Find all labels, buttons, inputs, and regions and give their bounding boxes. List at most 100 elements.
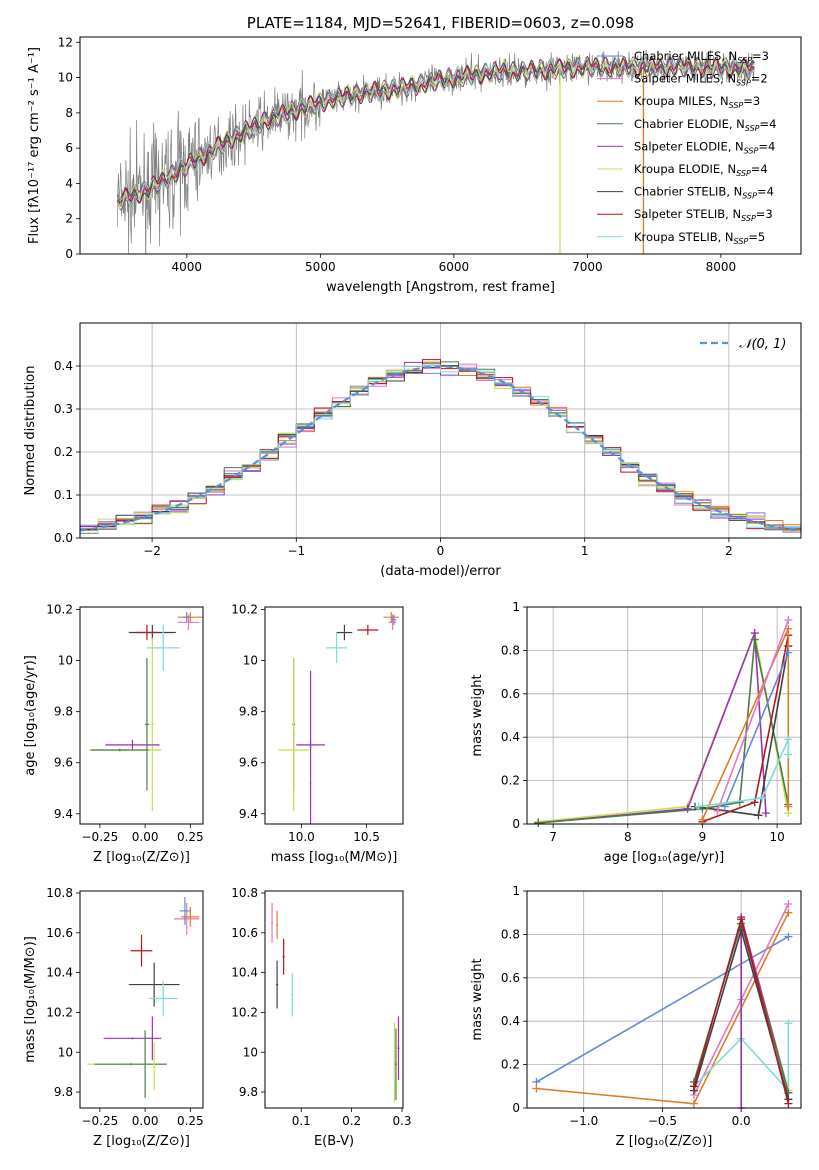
y-tick-label: 1 <box>512 884 520 898</box>
y-axis-label: mass [log₁₀(M/M⊙)] <box>23 936 38 1063</box>
mass-weight-point <box>758 793 767 802</box>
y-axis-label: age [log₁₀(age/yr)] <box>23 655 38 776</box>
y-tick-label: 9.4 <box>54 807 73 821</box>
mass-weight-point <box>784 908 793 917</box>
y-tick-label: 0.4 <box>54 359 73 373</box>
x-tick-label: 6000 <box>439 260 470 274</box>
spectrum-panel: PLATE=1184, MJD=52641, FIBERID=0603, z=0… <box>27 14 802 295</box>
y-tick-label: 0.4 <box>501 730 520 744</box>
y-tick-label: 0 <box>512 817 520 831</box>
x-tick-label: 10 <box>769 830 784 844</box>
mass-weight-series-line <box>702 635 790 823</box>
x-tick-label: 0.1 <box>292 1114 311 1128</box>
mass-weight-point <box>784 616 793 625</box>
x-tick-label: 0.00 <box>132 1114 159 1128</box>
legend-label: Kroupa MILES, NSSP=3 <box>634 94 760 110</box>
x-axis-label: Z [log₁₀(Z/Z⊙)] <box>93 1134 190 1149</box>
x-axis-label: Z [log₁₀(Z/Z⊙)] <box>93 850 190 865</box>
legend-label: Chabrier MILES, NSSP=3 <box>634 49 769 65</box>
plot-frame <box>264 890 404 1109</box>
x-tick-label: −1.0 <box>569 1114 598 1128</box>
y-tick-label: 10.8 <box>231 886 258 900</box>
y-tick-label: 0.2 <box>501 1058 520 1072</box>
x-tick-label: 1 <box>581 544 589 558</box>
x-tick-label: 10.5 <box>353 830 380 844</box>
mass-weight-point <box>784 648 793 657</box>
chart-title: PLATE=1184, MJD=52641, FIBERID=0603, z=0… <box>247 14 634 32</box>
y-tick-label: 9.6 <box>54 756 73 770</box>
legend-label: Chabrier ELODIE, NSSP=4 <box>634 117 776 133</box>
y-tick-label: 0.2 <box>54 445 73 459</box>
mass-weight-point <box>784 1099 793 1108</box>
mass-weight-point <box>532 1084 541 1093</box>
y-tick-label: 10 <box>243 654 258 668</box>
y-tick-label: 0 <box>512 1101 520 1115</box>
y-tick-label: 8 <box>65 106 73 120</box>
x-axis-label: Z [log₁₀(Z/Z⊙)] <box>616 1134 713 1149</box>
mass-weight-point <box>683 804 692 813</box>
mass-weight-point <box>761 809 770 818</box>
x-tick-label: 9 <box>699 830 707 844</box>
plot-frame <box>79 36 802 255</box>
x-tick-label: −2 <box>143 544 161 558</box>
mass-weight-point <box>750 635 759 644</box>
x-tick-label: 0.0 <box>732 1114 751 1128</box>
y-tick-label: 10 <box>58 71 73 85</box>
mass-weight-series-line <box>716 619 790 812</box>
mass-weight-point <box>720 802 729 811</box>
y-tick-label: 0.6 <box>501 687 520 701</box>
x-tick-label: −0.5 <box>648 1114 677 1128</box>
y-tick-label: 4 <box>65 176 73 190</box>
y-tick-label: 10 <box>58 1045 73 1059</box>
legend-label: Salpeter STELIB, NSSP=3 <box>634 207 773 223</box>
x-tick-label: 5000 <box>305 260 336 274</box>
mass-weight-point <box>784 735 793 744</box>
y-tick-label: 10 <box>58 654 73 668</box>
mass-weight-point <box>698 815 707 824</box>
plot-frame <box>526 606 802 825</box>
y-axis-label: Normed distribution <box>23 366 38 496</box>
mass-weight-point <box>713 806 722 815</box>
x-tick-label: 7 <box>549 830 557 844</box>
y-tick-label: 0.4 <box>501 1014 520 1028</box>
legend-label: Salpeter MILES, NSSP=2 <box>634 72 768 88</box>
plot-frame <box>526 890 802 1109</box>
mass-weight-point <box>784 932 793 941</box>
x-tick-label: 8 <box>624 830 632 844</box>
y-tick-label: 0.3 <box>54 402 73 416</box>
y-tick-label: 10.6 <box>231 926 258 940</box>
plot-frame <box>79 322 802 539</box>
y-tick-label: 10.2 <box>231 603 258 617</box>
y-tick-label: 12 <box>58 35 73 49</box>
y-tick-label: 0.2 <box>501 774 520 788</box>
x-axis-label: E(B-V) <box>314 1134 354 1149</box>
mass-vs-ebv-panel: 0.1 0.2 0.3 9.8 10 10.2 10.4 10.6 10.8 E(B-V) <box>231 886 411 1149</box>
x-tick-label: 0.25 <box>177 1114 204 1128</box>
mass-weight-series-line <box>693 1023 790 1093</box>
y-tick-label: 2 <box>65 212 73 226</box>
x-tick-label: 4000 <box>172 260 203 274</box>
mass-weight-point <box>534 818 543 827</box>
y-tick-label: 0.0 <box>54 531 73 545</box>
y-tick-label: 0.8 <box>501 927 520 941</box>
x-axis-label: age [log₁₀(age/yr)] <box>604 850 725 865</box>
y-tick-label: 9.8 <box>54 1085 73 1099</box>
mass-weight-point <box>784 750 793 759</box>
y-tick-label: 9.8 <box>239 1085 258 1099</box>
x-tick-label: 0.3 <box>392 1114 411 1128</box>
mass-weight-point <box>754 811 763 820</box>
mass-weight-point <box>784 900 793 909</box>
y-axis-label: mass weight <box>470 958 485 1040</box>
mass-weight-point <box>689 1099 698 1108</box>
x-tick-label: 0.00 <box>132 830 159 844</box>
legend-label: Salpeter ELODIE, NSSP=4 <box>634 139 775 155</box>
x-tick-label: 8000 <box>706 260 737 274</box>
mass-weight-point <box>694 802 703 811</box>
legend-label: Kroupa ELODIE, NSSP=4 <box>634 162 768 178</box>
y-tick-label: 10.2 <box>46 1005 73 1019</box>
mass-weight-point <box>737 915 746 924</box>
y-tick-label: 0.1 <box>54 488 73 502</box>
mass-weight-point <box>784 802 793 811</box>
y-tick-label: 0.8 <box>501 643 520 657</box>
y-tick-label: 10.8 <box>46 886 73 900</box>
